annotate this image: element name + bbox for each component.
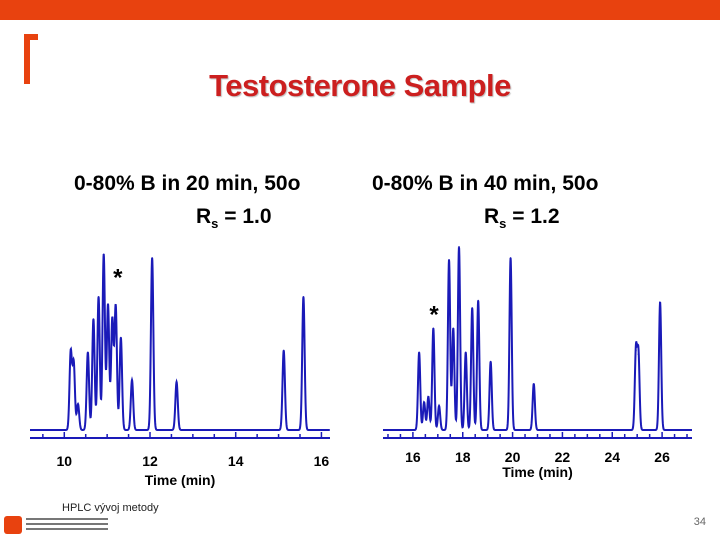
peak-apex: [131, 379, 133, 381]
right-rs-value: = 1.2: [512, 205, 560, 228]
x-tick-label: 14: [228, 453, 244, 469]
peak-apex: [471, 307, 474, 309]
peak-apex: [452, 327, 455, 330]
left-rs-value: = 1.0: [224, 205, 272, 228]
left-chart-condition: 0-80% B in 20 min, 50o: [74, 172, 301, 195]
peak-apex: [87, 351, 89, 354]
peak-apex: [432, 327, 435, 330]
peak-apex: [489, 360, 492, 363]
x-tick-label: 16: [405, 449, 421, 465]
peak-apex: [282, 349, 285, 352]
peak-apex: [659, 301, 661, 304]
x-axis-label: Time (min): [502, 464, 573, 480]
peak-apex: [97, 296, 100, 298]
left-chart-resolution: Rs = 1.0: [196, 205, 272, 231]
footer-caption: HPLC vývoj metody: [62, 502, 159, 514]
peak-apex: [120, 336, 122, 339]
left-chromatogram: 10 12 14 16 Time (min) *: [30, 253, 330, 488]
peak-apex: [92, 318, 95, 320]
peak-apex: [107, 303, 109, 306]
peak-apex: [72, 362, 75, 365]
peak-apex: [635, 349, 637, 352]
left-rs-symbol: R: [196, 205, 212, 228]
x-tick-label: 10: [56, 453, 72, 469]
page-number: 34: [693, 516, 706, 528]
peak-apex: [438, 405, 440, 407]
peak-apex: [111, 318, 114, 320]
university-name-lines: [26, 518, 108, 533]
right-chart-condition: 0-80% B in 40 min, 50o: [372, 172, 599, 195]
x-tick-label: 26: [654, 449, 670, 465]
peak-apex: [637, 353, 640, 355]
right-chart-resolution: Rs = 1.2: [484, 205, 560, 231]
peak-apex: [458, 246, 460, 248]
peak-apex: [448, 259, 450, 261]
peak-apex: [69, 351, 72, 354]
peak-apex: [77, 403, 79, 405]
peak-apex: [532, 382, 535, 385]
peak-apex: [151, 257, 153, 259]
peak-apex: [418, 351, 420, 354]
right-rs-subscript: s: [499, 216, 507, 232]
x-tick-label: 20: [505, 449, 521, 465]
corner-bracket-decoration: [24, 34, 38, 84]
peak-apex: [477, 299, 479, 302]
slide-title: Testosterone Sample: [209, 68, 511, 103]
right-rs-symbol: R: [484, 205, 500, 228]
peak-marker-asterisk: *: [429, 302, 439, 329]
peak-apex: [302, 296, 305, 298]
x-tick-label: 24: [604, 449, 620, 465]
top-accent-bar: [0, 0, 720, 20]
x-tick-label: 22: [555, 449, 571, 465]
peak-apex: [464, 351, 467, 354]
x-tick-label: 18: [455, 449, 471, 465]
peak-apex: [427, 395, 430, 398]
peak-apex: [114, 305, 117, 307]
right-chromatogram: 16 18 20 22 24 26 Time (min) *: [383, 246, 692, 480]
peak-marker-asterisk: *: [113, 265, 123, 292]
peak-apex: [102, 253, 105, 256]
left-rs-subscript: s: [211, 216, 219, 232]
x-axis-label: Time (min): [145, 472, 216, 488]
peak-apex: [175, 381, 178, 383]
x-tick-label: 16: [314, 453, 330, 469]
university-logo-icon: [4, 516, 22, 534]
chromatogram-trace: [30, 253, 330, 431]
chromatogram-trace: [383, 247, 692, 431]
x-tick-label: 12: [142, 453, 158, 469]
peak-apex: [423, 401, 425, 404]
peak-apex: [509, 257, 512, 259]
